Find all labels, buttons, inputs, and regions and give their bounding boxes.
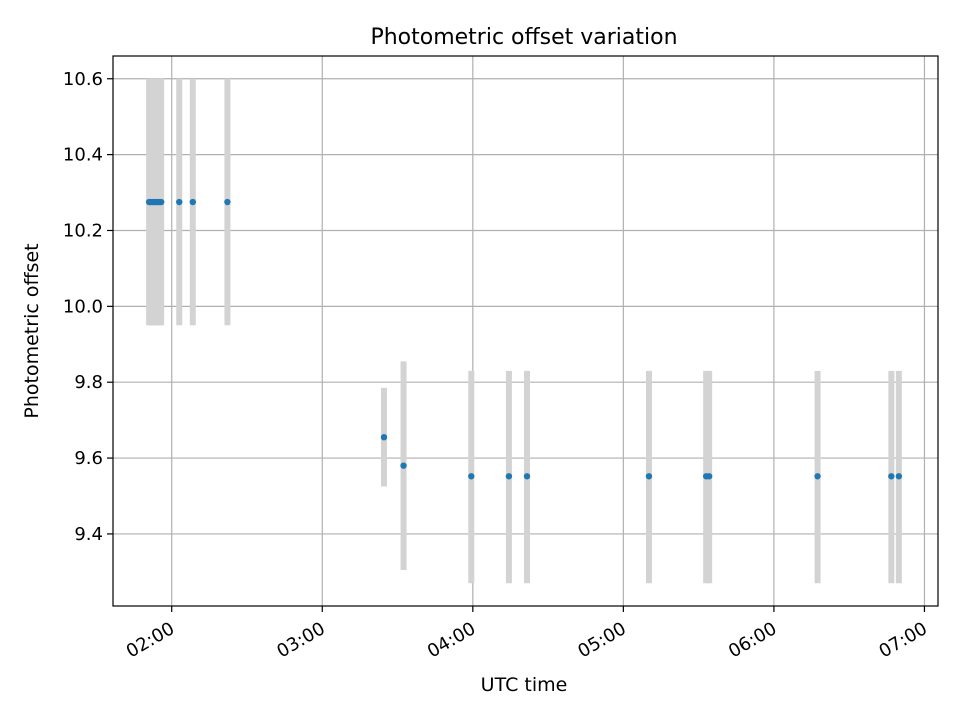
y-axis-ticks: 9.4 9.6 9.8 10.0 10.2 10.4 10.6 (63, 69, 113, 545)
data-point (888, 473, 895, 480)
data-points (145, 198, 903, 480)
y-tick-label: 10.4 (63, 145, 103, 166)
y-tick-label: 10.0 (63, 296, 103, 317)
y-axis-label: Photometric offset (21, 243, 43, 418)
data-point (505, 473, 513, 480)
y-tick-label: 9.4 (74, 524, 103, 545)
data-point (224, 198, 231, 206)
data-point (523, 473, 531, 480)
y-tick-label: 10.2 (63, 220, 103, 241)
chart-title: Photometric offset variation (370, 25, 677, 50)
x-axis-label: UTC time (481, 674, 568, 696)
y-tick-label: 9.6 (74, 448, 103, 469)
data-point (176, 198, 183, 206)
y-tick-label: 9.8 (74, 372, 103, 393)
data-point (157, 198, 165, 206)
data-point (814, 473, 821, 480)
data-point (705, 473, 713, 480)
data-point (895, 473, 903, 480)
data-point (468, 473, 475, 480)
data-point (645, 473, 653, 480)
y-tick-label: 10.6 (63, 69, 103, 90)
data-point (400, 462, 407, 469)
data-point (189, 198, 196, 206)
data-point (380, 434, 388, 441)
plot-frame (112, 55, 939, 607)
